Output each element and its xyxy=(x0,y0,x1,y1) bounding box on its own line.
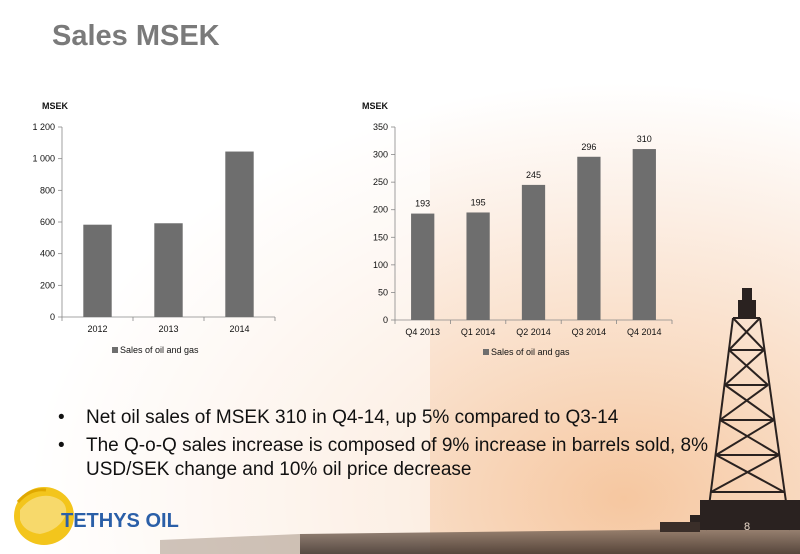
chart2-bars: 193 195 245 296 310 xyxy=(411,134,656,320)
x-tick-label: Q3 2014 xyxy=(572,327,607,337)
data-label: 193 xyxy=(415,199,430,209)
bullet-text: The Q-o-Q sales increase is composed of … xyxy=(86,435,708,480)
bullet-dot: • xyxy=(58,407,65,428)
y-tick-label: 250 xyxy=(373,177,388,187)
legend-label: Sales of oil and gas xyxy=(120,345,199,355)
y-tick-label: 100 xyxy=(373,260,388,270)
legend-swatch xyxy=(483,349,489,355)
x-tick-label: Q2 2014 xyxy=(516,327,551,337)
y-tick-label: 150 xyxy=(373,232,388,242)
bar xyxy=(632,149,656,320)
y-tick-label: 0 xyxy=(50,312,55,322)
chart2-unit-label: MSEK xyxy=(362,101,389,111)
bar xyxy=(83,224,112,317)
annual-sales-chart: MSEK 0 200 400 600 800 1 000 1 200 2012 2013 2014… xyxy=(32,101,276,355)
y-tick-label: 1 200 xyxy=(32,122,55,132)
y-tick-label: 600 xyxy=(40,217,55,227)
quarterly-sales-chart: MSEK 0 50 100 150 200 250 300 350 Q4 2013 Q1 2014… xyxy=(362,101,673,357)
bar xyxy=(521,184,546,320)
x-tick-label: 2013 xyxy=(158,324,178,334)
y-tick-label: 350 xyxy=(373,122,388,132)
logo-text: TETHYS OIL xyxy=(61,510,179,532)
legend-label: Sales of oil and gas xyxy=(491,347,570,357)
y-tick-label: 300 xyxy=(373,150,388,160)
y-tick-label: 200 xyxy=(40,280,55,290)
bullet-item: • The Q-o-Q sales increase is composed o… xyxy=(58,434,758,482)
slide-title: Sales MSEK xyxy=(52,20,220,52)
legend-swatch xyxy=(112,347,118,353)
bullet-item: • Net oil sales of MSEK 310 in Q4-14, up… xyxy=(58,406,758,430)
y-tick-label: 400 xyxy=(40,249,55,259)
bullet-text: Net oil sales of MSEK 310 in Q4-14, up 5… xyxy=(86,407,619,428)
data-label: 296 xyxy=(581,142,596,152)
y-tick-label: 800 xyxy=(40,185,55,195)
chart1-bars xyxy=(83,151,254,317)
data-label: 245 xyxy=(526,170,541,180)
y-tick-label: 0 xyxy=(383,315,388,325)
x-tick-label: 2012 xyxy=(87,324,107,334)
bar xyxy=(225,151,254,317)
chart1-legend: Sales of oil and gas xyxy=(112,345,199,355)
data-label: 195 xyxy=(471,197,486,207)
bar xyxy=(411,213,435,320)
y-tick-label: 50 xyxy=(378,287,388,297)
bar xyxy=(466,212,490,320)
bullet-list: • Net oil sales of MSEK 310 in Q4-14, up… xyxy=(58,406,758,486)
chart2-axes: 0 50 100 150 200 250 300 350 Q4 2013 Q1 2014 Q2 20… xyxy=(373,122,673,337)
x-tick-label: Q4 2014 xyxy=(627,327,662,337)
bar xyxy=(577,156,601,320)
x-tick-label: 2014 xyxy=(229,324,249,334)
y-tick-label: 1 000 xyxy=(32,154,55,164)
y-tick-label: 200 xyxy=(373,205,388,215)
bar xyxy=(154,223,183,317)
page-number: 8 xyxy=(744,521,751,533)
x-tick-label: Q1 2014 xyxy=(461,327,496,337)
bullet-dot: • xyxy=(58,435,65,456)
chart1-unit-label: MSEK xyxy=(42,101,69,111)
x-tick-label: Q4 2013 xyxy=(405,327,440,337)
data-label: 310 xyxy=(637,134,652,144)
chart2-legend: Sales of oil and gas xyxy=(483,347,570,357)
tethys-oil-logo xyxy=(14,487,74,545)
